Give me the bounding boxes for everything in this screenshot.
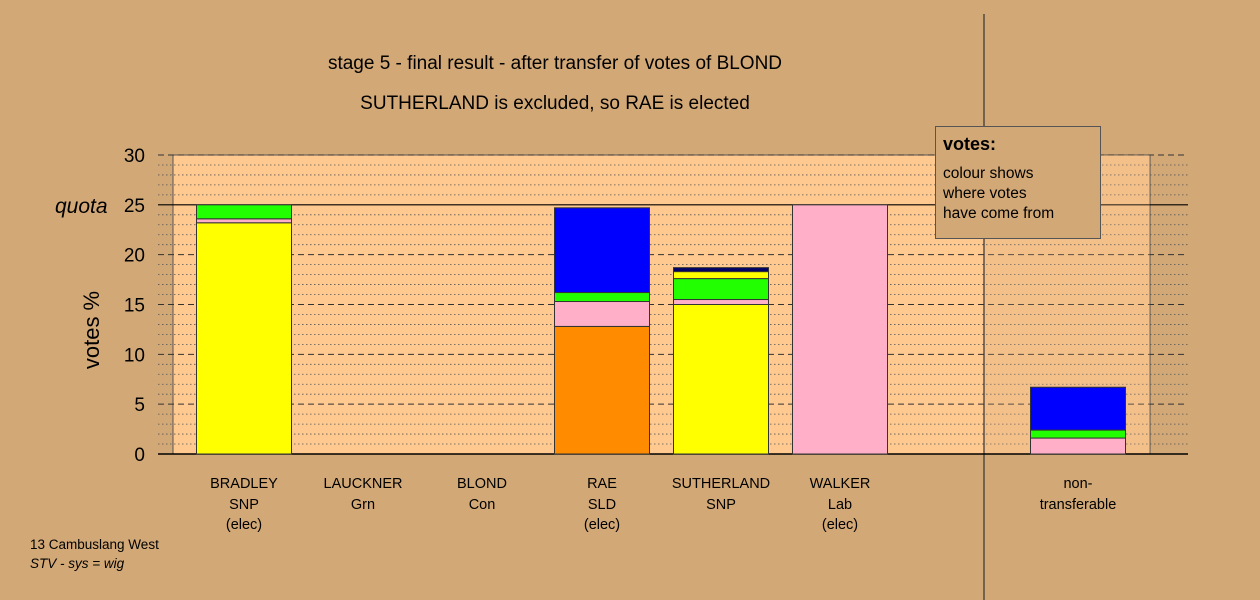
y-tick-label: 25	[124, 196, 145, 217]
candidate-label-lauckner: LAUCKNER Grn	[298, 474, 428, 515]
legend-line: have come from	[943, 205, 1055, 222]
candidate-name: SUTHERLAND	[671, 476, 771, 492]
y-tick-label: 5	[134, 395, 145, 416]
legend: votes: colour shows where votes have com…	[935, 126, 1101, 239]
bar-sutherland-segment	[673, 299, 769, 305]
candidate-label-bradley: BRADLEY SNP (elec)	[179, 474, 309, 536]
y-tick-label: 20	[124, 246, 145, 267]
bar-rae-segment	[554, 292, 650, 303]
candidate-status: (elec)	[225, 517, 263, 533]
candidate-party: SLD	[587, 496, 617, 513]
candidate-name: RAE	[587, 476, 617, 492]
candidate-party: Grn	[350, 496, 376, 513]
candidate-name: LAUCKNER	[323, 476, 403, 492]
y-tick-label: 0	[134, 445, 145, 466]
nontransferable-label: non- transferable	[1013, 474, 1143, 515]
candidate-label-rae: RAE SLD (elec)	[537, 474, 667, 536]
bar-rae-segment	[554, 207, 650, 294]
chart-title: stage 5 - final result - after transfer …	[327, 53, 783, 74]
legend-line: where votes	[943, 185, 1027, 202]
quota-label: quota	[55, 195, 108, 218]
bar-bradley-segment	[196, 204, 292, 220]
nontransferable-label-line1: non-	[1063, 476, 1093, 492]
footer-system: STV - sys = wig	[30, 556, 125, 571]
candidate-label-blond: BLOND Con	[417, 474, 547, 515]
candidate-label-sutherland: SUTHERLAND SNP	[656, 474, 786, 515]
bar-bradley-segment	[196, 222, 292, 455]
chart-subtitle: SUTHERLAND is excluded, so RAE is electe…	[360, 93, 750, 114]
bar-nontransferable-segment	[1030, 386, 1126, 431]
legend-line: colour shows	[943, 165, 1034, 182]
bar-sutherland-segment	[673, 267, 769, 273]
candidate-name: BLOND	[457, 476, 507, 492]
footer-ward: 13 Cambuslang West	[30, 537, 159, 552]
bar-sutherland-segment	[673, 271, 769, 280]
bar-sutherland-segment	[673, 304, 769, 455]
candidate-label-walker: WALKER Lab (elec)	[775, 474, 905, 536]
bar-nontransferable-segment	[1030, 437, 1126, 455]
candidate-status: (elec)	[583, 517, 621, 533]
nontransferable-label-line2: transferable	[1039, 496, 1117, 513]
bar-walker-segment	[792, 204, 888, 455]
candidate-party: Con	[468, 496, 496, 513]
bar-nontransferable-segment	[1030, 429, 1126, 439]
candidate-party: SNP	[706, 496, 736, 513]
y-tick-label: 15	[124, 296, 145, 317]
candidate-status: (elec)	[821, 517, 859, 533]
bar-sutherland-segment	[673, 278, 769, 301]
candidate-party: SNP	[229, 496, 259, 513]
legend-title: votes:	[943, 134, 997, 154]
bar-bradley-segment	[196, 218, 292, 224]
bar-rae-segment	[554, 301, 650, 327]
candidate-name: BRADLEY	[210, 476, 278, 492]
bar-rae-segment	[554, 325, 650, 455]
y-tick-label: 30	[124, 146, 145, 167]
y-tick-label: 10	[124, 345, 145, 366]
candidate-party: Lab	[827, 496, 853, 513]
candidate-name: WALKER	[809, 476, 871, 492]
y-axis-label: votes %	[79, 291, 104, 369]
